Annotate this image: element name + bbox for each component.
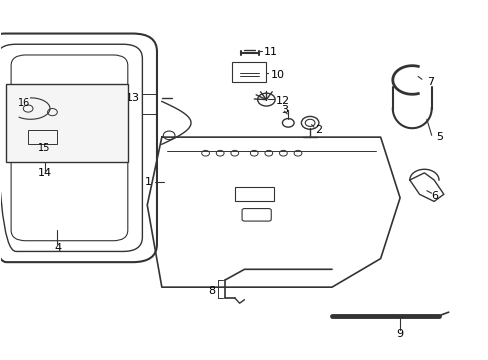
Text: 9: 9: [396, 329, 403, 339]
Text: 14: 14: [38, 168, 52, 178]
Text: 6: 6: [431, 191, 438, 201]
Bar: [28, 130, 57, 144]
Bar: [232, 62, 266, 82]
Text: 7: 7: [426, 77, 433, 87]
Text: 11: 11: [264, 48, 277, 58]
Text: 5: 5: [436, 132, 443, 142]
Text: 1: 1: [145, 177, 152, 187]
Text: 4: 4: [55, 243, 62, 253]
Text: 15: 15: [38, 143, 50, 153]
Bar: [6, 84, 127, 162]
Text: 8: 8: [208, 286, 215, 296]
Text: 10: 10: [271, 70, 285, 80]
Bar: [234, 187, 273, 202]
Text: 13: 13: [126, 93, 140, 103]
Text: 3: 3: [281, 105, 287, 115]
Text: 12: 12: [276, 96, 290, 107]
Text: 2: 2: [314, 125, 322, 135]
Text: 16: 16: [19, 98, 31, 108]
